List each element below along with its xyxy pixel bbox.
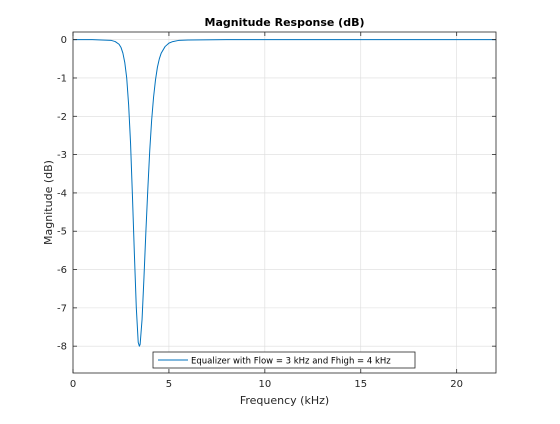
y-tick-label: -2: [57, 112, 67, 123]
series-line: [73, 39, 496, 347]
x-tick-label: 5: [166, 379, 172, 390]
chart-title: Magnitude Response (dB): [205, 16, 365, 29]
y-tick-label: -7: [57, 303, 67, 314]
x-tick-label: 20: [450, 379, 463, 390]
y-tick-label: -6: [57, 265, 67, 276]
x-tick-label: 15: [354, 379, 367, 390]
x-tick-label: 0: [70, 379, 76, 390]
legend-box: [152, 351, 416, 369]
legend: Equalizer with Flow = 3 kHz and Fhigh = …: [152, 351, 416, 369]
y-tick-label: -1: [57, 73, 67, 84]
x-tick-label: 10: [258, 379, 271, 390]
y-tick-label: 0: [61, 35, 67, 46]
y-axis-label: Magnitude (dB): [42, 160, 55, 245]
ticks: 0 5 10 15 20 0 -1 -2 -3 -4 -5 -6 -7 -8: [57, 32, 496, 390]
y-tick-label: -8: [57, 342, 67, 353]
y-tick-label: -3: [57, 150, 67, 161]
x-axis-label: Frequency (kHz): [240, 394, 329, 407]
axes-box: [72, 31, 497, 374]
y-tick-label: -5: [57, 227, 67, 238]
legend-entry: Equalizer with Flow = 3 kHz and Fhigh = …: [191, 357, 391, 367]
y-tick-label: -4: [57, 188, 67, 199]
plot-area-background: [73, 32, 496, 373]
series-layer: [73, 39, 496, 347]
